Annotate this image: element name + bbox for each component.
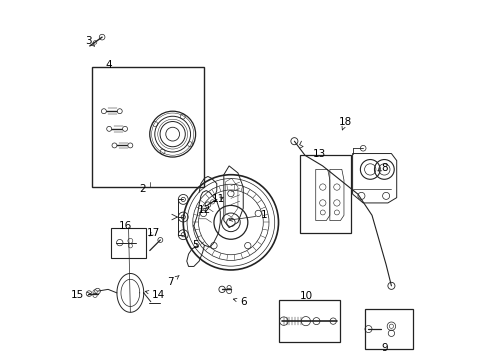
Text: 18: 18	[339, 117, 352, 130]
Text: 5: 5	[192, 240, 199, 250]
Bar	[278, 300, 340, 342]
Bar	[111, 228, 146, 258]
Text: 11: 11	[212, 194, 225, 204]
Text: 4: 4	[106, 60, 113, 70]
Circle shape	[122, 126, 127, 131]
Circle shape	[112, 143, 117, 148]
Circle shape	[117, 109, 122, 114]
Text: 7: 7	[168, 275, 179, 287]
Text: 8: 8	[378, 163, 388, 173]
Text: 1: 1	[229, 210, 268, 221]
Circle shape	[101, 109, 106, 114]
Text: 16: 16	[119, 221, 132, 231]
Text: 3: 3	[85, 36, 95, 46]
Circle shape	[128, 143, 133, 148]
Text: 6: 6	[233, 297, 246, 307]
Text: 2: 2	[139, 184, 146, 194]
Text: 17: 17	[147, 228, 160, 238]
Text: 15: 15	[71, 290, 91, 300]
Text: 14: 14	[145, 290, 165, 300]
Text: 13: 13	[313, 149, 326, 158]
Bar	[300, 155, 351, 233]
Bar	[92, 67, 204, 187]
Text: 9: 9	[381, 343, 388, 352]
Text: 12: 12	[198, 205, 211, 215]
Text: 10: 10	[300, 292, 313, 301]
Bar	[365, 309, 413, 349]
Circle shape	[107, 126, 112, 131]
